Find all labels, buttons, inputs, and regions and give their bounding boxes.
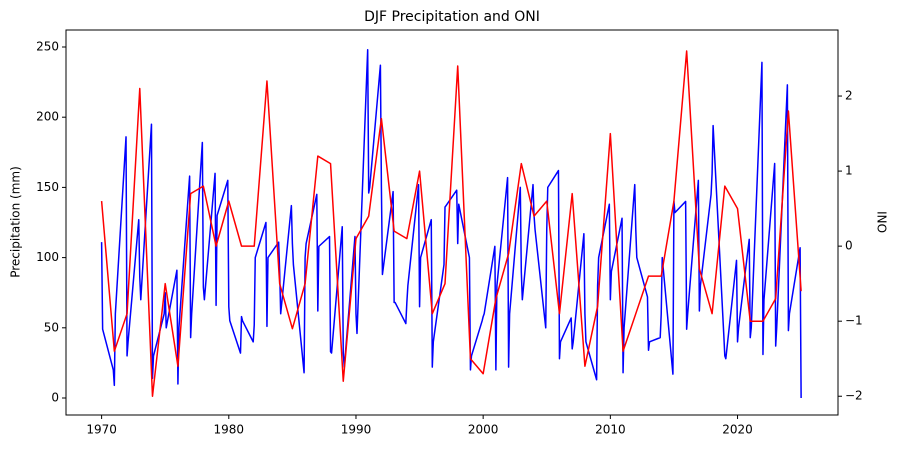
y-tick-label: 100 xyxy=(36,250,59,264)
y-tick-label: 0 xyxy=(51,391,59,405)
plot-frame xyxy=(65,29,839,416)
y-tick-label: 200 xyxy=(36,110,59,124)
x-tick-label: 1970 xyxy=(86,423,117,437)
y2-tick-label: 0 xyxy=(845,239,853,253)
x-tick-label: 2010 xyxy=(595,423,626,437)
y2-tick-label: 1 xyxy=(845,164,853,178)
series-line xyxy=(100,50,802,397)
x-tick-label: 2000 xyxy=(468,423,499,437)
x-tick-label: 1990 xyxy=(341,423,372,437)
y-tick-label: 250 xyxy=(36,39,59,53)
y-tick-label: 150 xyxy=(36,180,59,194)
y2-tick-label: 2 xyxy=(845,89,853,103)
y-axis-label: Precipitation (mm) xyxy=(9,166,23,278)
y2-tick-label: −1 xyxy=(845,314,863,328)
y2-axis-label: ONI xyxy=(876,211,890,233)
x-tick-label: 2020 xyxy=(722,423,753,437)
y-tick-label: 50 xyxy=(44,320,59,334)
x-tick-label: 1980 xyxy=(214,423,245,437)
chart-title: DJF Precipitation and ONI xyxy=(364,9,540,25)
y2-tick-label: −2 xyxy=(845,389,863,403)
series-line xyxy=(100,49,802,399)
